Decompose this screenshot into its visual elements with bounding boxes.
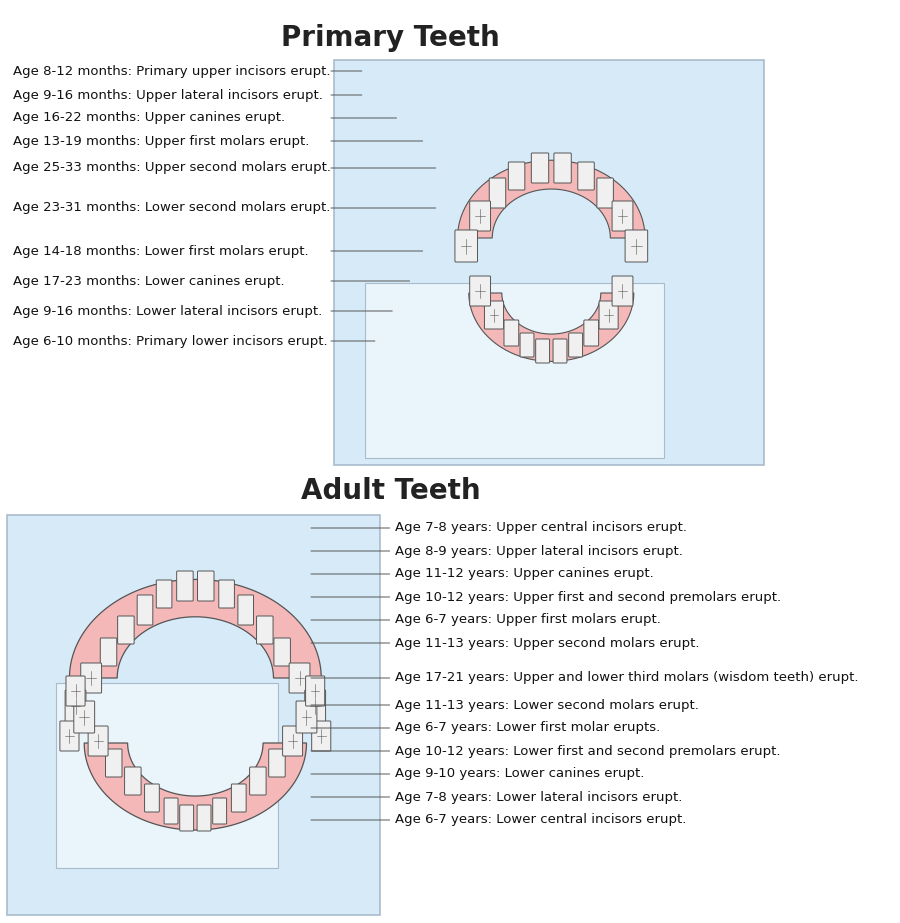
FancyBboxPatch shape <box>269 749 285 777</box>
FancyBboxPatch shape <box>197 805 211 831</box>
Text: Age 16-22 months: Upper canines erupt.: Age 16-22 months: Upper canines erupt. <box>13 112 285 125</box>
FancyBboxPatch shape <box>145 784 159 812</box>
FancyBboxPatch shape <box>553 339 567 363</box>
FancyBboxPatch shape <box>470 276 490 306</box>
FancyBboxPatch shape <box>212 798 227 824</box>
FancyBboxPatch shape <box>311 721 331 751</box>
FancyBboxPatch shape <box>118 616 134 644</box>
FancyBboxPatch shape <box>249 767 266 795</box>
FancyBboxPatch shape <box>81 663 102 693</box>
FancyBboxPatch shape <box>256 616 273 644</box>
FancyBboxPatch shape <box>578 162 594 190</box>
Text: Age 13-19 months: Upper first molars erupt.: Age 13-19 months: Upper first molars eru… <box>13 135 310 148</box>
FancyBboxPatch shape <box>626 230 648 262</box>
Text: Adult Teeth: Adult Teeth <box>301 477 481 505</box>
FancyBboxPatch shape <box>364 283 664 458</box>
Text: Age 11-12 years: Upper canines erupt.: Age 11-12 years: Upper canines erupt. <box>395 568 653 581</box>
FancyBboxPatch shape <box>306 676 325 706</box>
FancyBboxPatch shape <box>100 638 117 666</box>
Text: Age 6-10 months: Primary lower incisors erupt.: Age 6-10 months: Primary lower incisors … <box>13 334 328 347</box>
Text: Age 10-12 years: Upper first and second premolars erupt.: Age 10-12 years: Upper first and second … <box>395 591 781 604</box>
FancyBboxPatch shape <box>157 580 172 608</box>
Text: Age 23-31 months: Lower second molars erupt.: Age 23-31 months: Lower second molars er… <box>13 201 330 214</box>
FancyBboxPatch shape <box>74 701 94 733</box>
Text: Age 25-33 months: Upper second molars erupt.: Age 25-33 months: Upper second molars er… <box>13 162 331 174</box>
Text: Age 8-9 years: Upper lateral incisors erupt.: Age 8-9 years: Upper lateral incisors er… <box>395 545 683 557</box>
FancyBboxPatch shape <box>105 749 122 777</box>
Text: Age 6-7 years: Lower central incisors erupt.: Age 6-7 years: Lower central incisors er… <box>395 813 687 826</box>
FancyBboxPatch shape <box>65 690 86 722</box>
Text: Age 10-12 years: Lower first and second premolars erupt.: Age 10-12 years: Lower first and second … <box>395 745 780 758</box>
FancyBboxPatch shape <box>7 515 381 915</box>
Text: Age 11-13 years: Upper second molars erupt.: Age 11-13 years: Upper second molars eru… <box>395 637 699 650</box>
FancyBboxPatch shape <box>490 178 506 208</box>
FancyBboxPatch shape <box>66 676 86 706</box>
FancyBboxPatch shape <box>599 301 618 329</box>
FancyBboxPatch shape <box>296 701 317 733</box>
FancyBboxPatch shape <box>520 333 534 357</box>
Text: Age 17-23 months: Lower canines erupt.: Age 17-23 months: Lower canines erupt. <box>13 274 284 287</box>
FancyBboxPatch shape <box>554 153 572 183</box>
FancyBboxPatch shape <box>60 721 79 751</box>
FancyBboxPatch shape <box>197 571 214 601</box>
FancyBboxPatch shape <box>569 333 582 357</box>
PathPatch shape <box>85 743 307 830</box>
FancyBboxPatch shape <box>238 595 254 625</box>
FancyBboxPatch shape <box>219 580 234 608</box>
Text: Age 6-7 years: Upper first molars erupt.: Age 6-7 years: Upper first molars erupt. <box>395 614 661 627</box>
FancyBboxPatch shape <box>88 726 108 756</box>
FancyBboxPatch shape <box>57 683 278 868</box>
PathPatch shape <box>469 293 634 362</box>
FancyBboxPatch shape <box>334 60 764 465</box>
FancyBboxPatch shape <box>454 230 478 262</box>
Text: Age 8-12 months: Primary upper incisors erupt.: Age 8-12 months: Primary upper incisors … <box>13 65 330 78</box>
Text: Age 7-8 years: Lower lateral incisors erupt.: Age 7-8 years: Lower lateral incisors er… <box>395 790 682 804</box>
FancyBboxPatch shape <box>180 805 194 831</box>
FancyBboxPatch shape <box>597 178 614 208</box>
FancyBboxPatch shape <box>283 726 302 756</box>
Text: Age 7-8 years: Upper central incisors erupt.: Age 7-8 years: Upper central incisors er… <box>395 521 687 534</box>
FancyBboxPatch shape <box>176 571 194 601</box>
FancyBboxPatch shape <box>124 767 141 795</box>
Text: Age 11-13 years: Lower second molars erupt.: Age 11-13 years: Lower second molars eru… <box>395 699 699 712</box>
Text: Age 14-18 months: Lower first molars erupt.: Age 14-18 months: Lower first molars eru… <box>13 245 309 258</box>
FancyBboxPatch shape <box>504 320 518 346</box>
FancyBboxPatch shape <box>584 320 598 346</box>
FancyBboxPatch shape <box>305 690 326 722</box>
Text: Primary Teeth: Primary Teeth <box>282 24 500 52</box>
FancyBboxPatch shape <box>536 339 550 363</box>
FancyBboxPatch shape <box>289 663 310 693</box>
FancyBboxPatch shape <box>612 201 633 231</box>
FancyBboxPatch shape <box>508 162 525 190</box>
FancyBboxPatch shape <box>484 301 504 329</box>
PathPatch shape <box>69 580 321 678</box>
FancyBboxPatch shape <box>612 276 633 306</box>
Text: Age 17-21 years: Upper and lower third molars (wisdom teeth) erupt.: Age 17-21 years: Upper and lower third m… <box>395 672 859 685</box>
FancyBboxPatch shape <box>274 638 291 666</box>
FancyBboxPatch shape <box>531 153 549 183</box>
Text: Age 9-16 months: Upper lateral incisors erupt.: Age 9-16 months: Upper lateral incisors … <box>13 89 323 102</box>
FancyBboxPatch shape <box>137 595 153 625</box>
FancyBboxPatch shape <box>164 798 178 824</box>
PathPatch shape <box>457 161 645 238</box>
FancyBboxPatch shape <box>231 784 246 812</box>
Text: Age 9-16 months: Lower lateral incisors erupt.: Age 9-16 months: Lower lateral incisors … <box>13 305 322 318</box>
FancyBboxPatch shape <box>470 201 490 231</box>
Text: Age 6-7 years: Lower first molar erupts.: Age 6-7 years: Lower first molar erupts. <box>395 722 661 735</box>
Text: Age 9-10 years: Lower canines erupt.: Age 9-10 years: Lower canines erupt. <box>395 768 644 781</box>
